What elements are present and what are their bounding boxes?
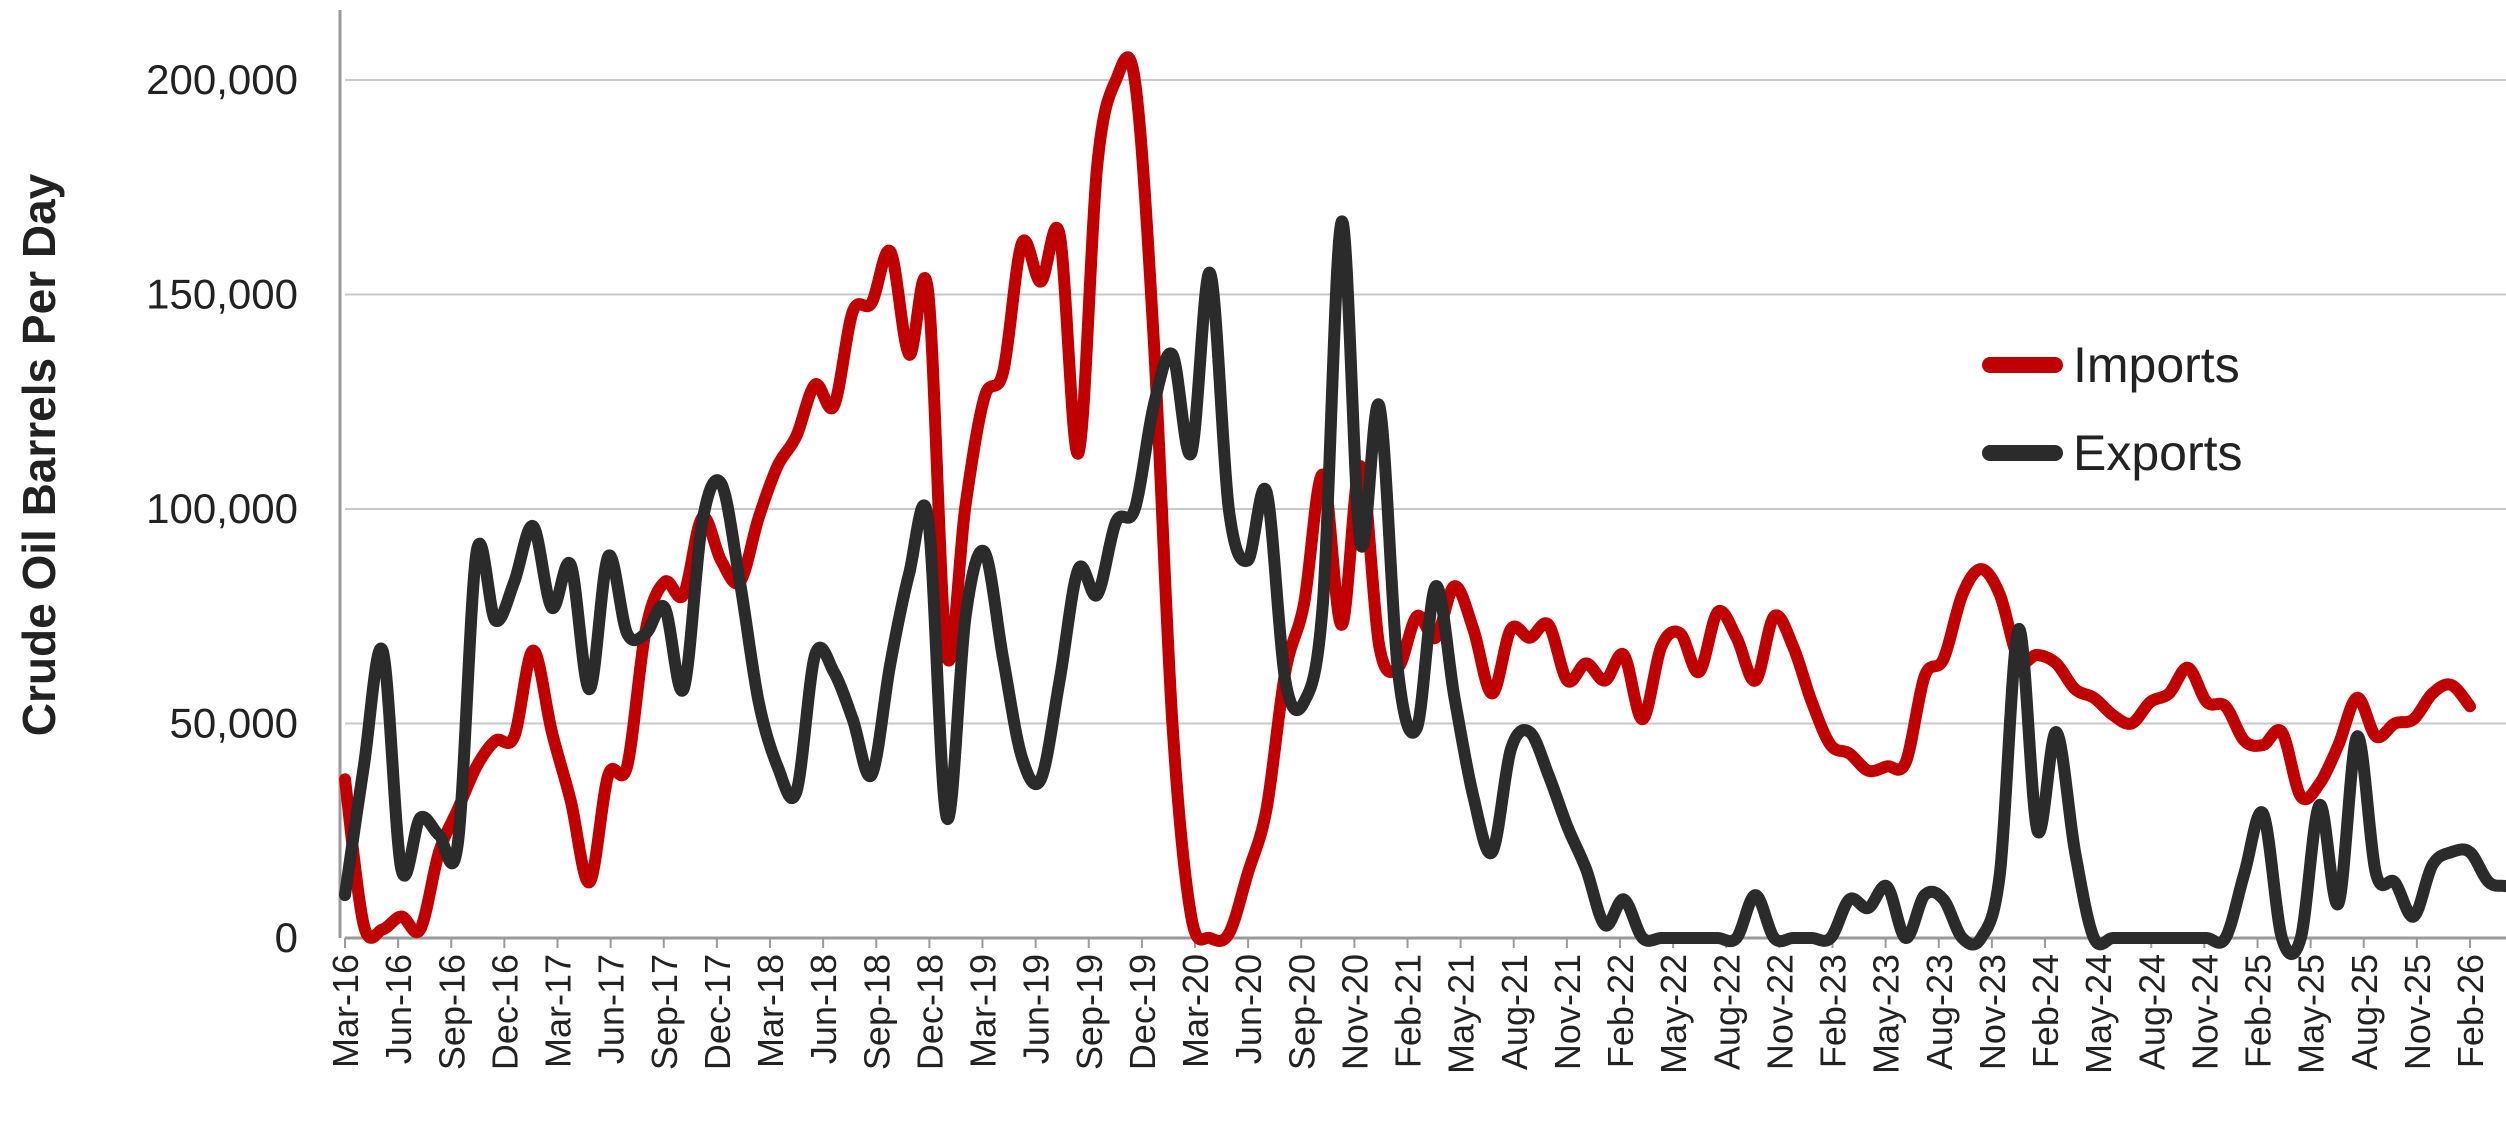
y-axis-label: Crude Oil Barrels Per Day — [13, 173, 65, 736]
y-tick-labels: 0 50,000 100,000 150,000 200,000 — [146, 56, 298, 961]
x-tick-label: Sep-16 — [431, 954, 472, 1070]
x-tick-labels: Mar-16 Jun-16 Sep-16 Dec-16 Mar-17 Jun-17 Sep-… — [325, 938, 2491, 1074]
x-tick-label: Feb-23 — [1813, 954, 1854, 1068]
y-tick-label: 100,000 — [146, 485, 298, 532]
x-tick-label: Feb-26 — [2450, 954, 2491, 1068]
x-tick-label: May-22 — [1653, 954, 1694, 1074]
x-tick-label: Jun-19 — [1016, 954, 1057, 1064]
x-tick-label: Aug-22 — [1706, 954, 1747, 1070]
series-lines — [339, 51, 2506, 961]
x-tick-label: Aug-25 — [2344, 954, 2385, 1070]
y-tick-label: 150,000 — [146, 271, 298, 318]
x-tick-label: May-23 — [1866, 954, 1907, 1074]
x-tick-label: Mar-19 — [963, 954, 1004, 1068]
y-tick-label: 0 — [275, 914, 298, 961]
legend-label-imports: Imports — [2073, 337, 2240, 393]
x-tick-label: Mar-20 — [1175, 954, 1216, 1068]
x-tick-label: Aug-24 — [2131, 954, 2172, 1070]
legend-label-exports: Exports — [2073, 425, 2243, 481]
x-tick-label: Dec-19 — [1122, 954, 1163, 1070]
x-tick-label: Dec-17 — [697, 954, 738, 1070]
x-tick-label: Dec-18 — [909, 954, 950, 1070]
x-tick-label: Nov-24 — [2184, 954, 2225, 1070]
legend: Imports Exports — [1982, 337, 2243, 481]
x-tick-label: Sep-18 — [856, 954, 897, 1070]
x-tick-label: Sep-20 — [1281, 954, 1322, 1070]
x-tick-label: Jun-18 — [803, 954, 844, 1064]
x-tick-label: Jun-20 — [1228, 954, 1269, 1064]
x-tick-label: Feb-22 — [1600, 954, 1641, 1068]
x-tick-label: Mar-18 — [750, 954, 791, 1068]
x-tick-label: Nov-25 — [2397, 954, 2438, 1070]
y-tick-label: 200,000 — [146, 56, 298, 103]
x-tick-label: Nov-22 — [1759, 954, 1800, 1070]
x-tick-label: May-21 — [1441, 954, 1482, 1074]
x-tick-label: Aug-23 — [1919, 954, 1960, 1070]
x-tick-label: Mar-17 — [538, 954, 579, 1068]
y-tick-label: 50,000 — [170, 700, 298, 747]
x-tick-label: Jun-16 — [378, 954, 419, 1064]
x-tick-label: Nov-20 — [1334, 954, 1375, 1070]
x-tick-label: May-24 — [2078, 954, 2119, 1074]
x-tick-label: Jun-17 — [591, 954, 632, 1064]
x-tick-label: Feb-25 — [2238, 954, 2279, 1068]
x-tick-label: Feb-24 — [2025, 954, 2066, 1068]
series-line-exports — [339, 215, 2506, 961]
x-tick-label: Dec-16 — [484, 954, 525, 1070]
x-tick-label: Aug-21 — [1494, 954, 1535, 1070]
x-tick-label: Feb-21 — [1388, 954, 1429, 1068]
x-tick-label: Nov-21 — [1547, 954, 1588, 1070]
series-line-imports — [339, 51, 2476, 947]
x-tick-label: Sep-19 — [1069, 954, 1110, 1070]
x-tick-label: Mar-16 — [325, 954, 366, 1068]
x-tick-label: Sep-17 — [644, 954, 685, 1070]
x-tick-label: Nov-23 — [1972, 954, 2013, 1070]
x-tick-label: May-25 — [2291, 954, 2332, 1074]
